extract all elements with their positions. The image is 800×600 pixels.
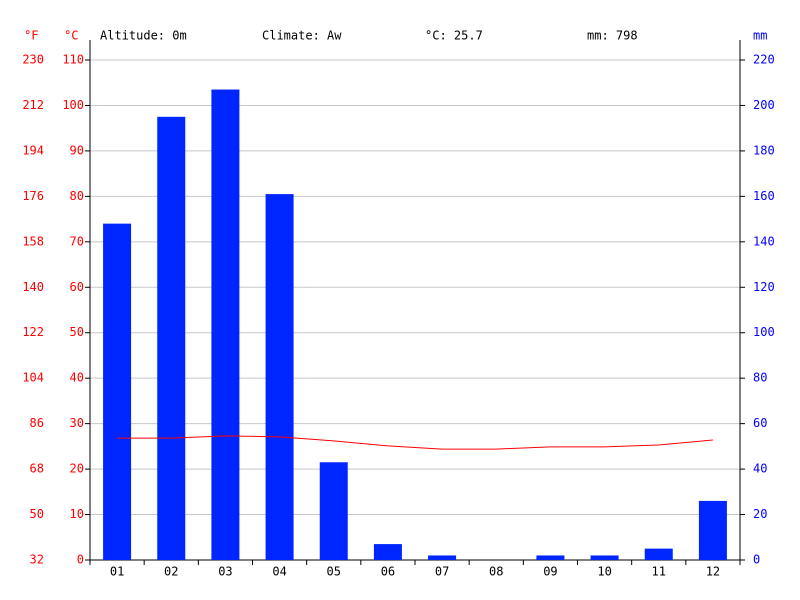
yf-tick-label: 86 (30, 416, 44, 430)
y-tick-label: 100 (62, 98, 84, 112)
y-tick-label: 90 (70, 143, 84, 157)
bar (428, 555, 457, 560)
yf-tick-label: 122 (22, 325, 44, 339)
y2-tick-label: 140 (753, 234, 775, 248)
y2-tick-label: 40 (753, 462, 767, 476)
y-tick-label: 60 (70, 280, 84, 294)
x-tick-label: 01 (110, 565, 124, 579)
bar (319, 462, 348, 560)
x-tick-label: 09 (543, 565, 557, 579)
y2-tick-label: 200 (753, 98, 775, 112)
bar (211, 89, 240, 560)
temperature-line (117, 435, 713, 450)
y2-tick-label: 100 (753, 325, 775, 339)
x-tick-label: 10 (597, 565, 611, 579)
yf-tick-label: 32 (30, 553, 44, 567)
axis-unit: °F (24, 29, 38, 43)
bar (644, 548, 673, 560)
x-tick-label: 11 (652, 565, 666, 579)
axis-unit: mm (753, 29, 767, 43)
yf-tick-label: 230 (22, 53, 44, 67)
axis-unit: °C (64, 29, 78, 43)
yf-tick-label: 104 (22, 371, 44, 385)
y2-tick-label: 60 (753, 416, 767, 430)
yf-tick-label: 140 (22, 280, 44, 294)
x-tick-label: 08 (489, 565, 503, 579)
yf-tick-label: 68 (30, 462, 44, 476)
header-text: mm: 798 (587, 29, 638, 43)
x-tick-label: 04 (272, 565, 286, 579)
header-text: °C: 25.7 (425, 29, 483, 43)
bar (157, 116, 186, 561)
y-tick-label: 30 (70, 416, 84, 430)
y-tick-label: 10 (70, 507, 84, 521)
bar (536, 555, 565, 560)
y2-tick-label: 0 (753, 553, 760, 567)
x-tick-label: 02 (164, 565, 178, 579)
yf-tick-label: 212 (22, 98, 44, 112)
y-tick-label: 80 (70, 189, 84, 203)
y-tick-label: 0 (77, 553, 84, 567)
y-tick-label: 20 (70, 462, 84, 476)
bar (698, 500, 727, 560)
x-tick-label: 03 (218, 565, 232, 579)
bar (103, 223, 132, 561)
y2-tick-label: 80 (753, 371, 767, 385)
yf-tick-label: 194 (22, 143, 44, 157)
header-text: Altitude: 0m (100, 29, 187, 43)
yf-tick-label: 176 (22, 189, 44, 203)
y2-tick-label: 120 (753, 280, 775, 294)
yf-tick-label: 158 (22, 234, 44, 248)
yf-tick-label: 50 (30, 507, 44, 521)
y2-tick-label: 20 (753, 507, 767, 521)
y-tick-label: 50 (70, 325, 84, 339)
y2-tick-label: 220 (753, 53, 775, 67)
header-text: Climate: Aw (262, 29, 342, 43)
y2-tick-label: 160 (753, 189, 775, 203)
x-tick-label: 06 (381, 565, 395, 579)
y2-tick-label: 180 (753, 143, 775, 157)
x-tick-label: 07 (435, 565, 449, 579)
y-tick-label: 40 (70, 371, 84, 385)
bar (373, 544, 402, 560)
x-tick-label: 12 (706, 565, 720, 579)
y-tick-label: 110 (62, 53, 84, 67)
x-tick-label: 05 (327, 565, 341, 579)
y-tick-label: 70 (70, 234, 84, 248)
bar (590, 555, 619, 560)
bar (265, 194, 294, 560)
